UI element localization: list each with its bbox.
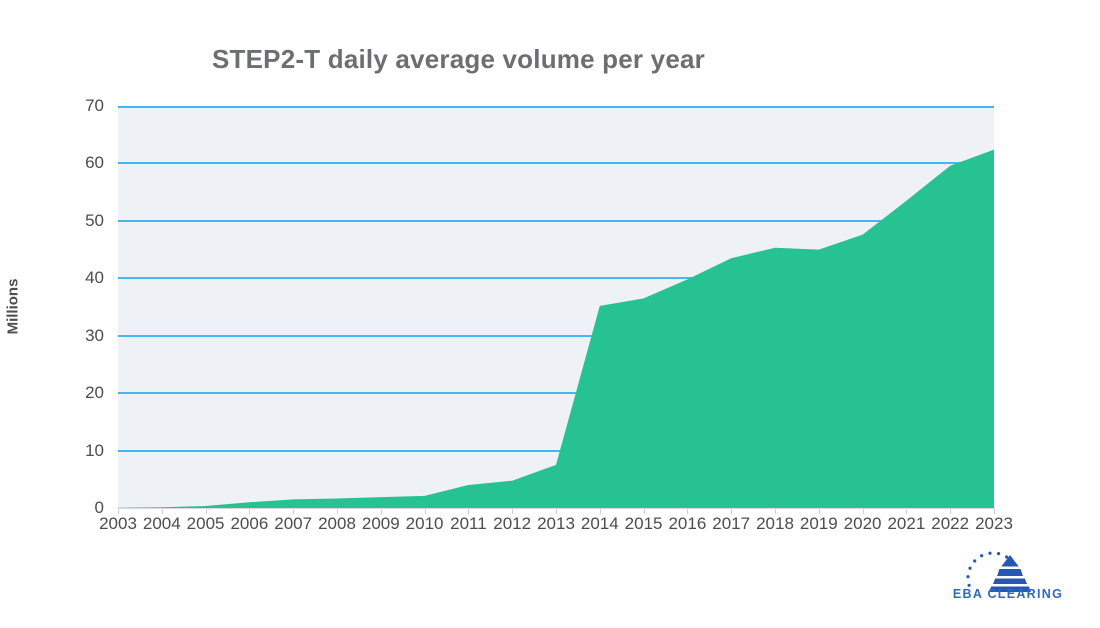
y-axis-title: Millions bbox=[4, 278, 22, 335]
x-tick-mark-2005 bbox=[205, 509, 207, 514]
x-tick-label-2010: 2010 bbox=[405, 514, 444, 533]
x-tick-mark-2008 bbox=[337, 509, 338, 514]
gridline-20 bbox=[118, 392, 994, 395]
y-tick-label-70: 70 bbox=[85, 96, 104, 115]
x-tick-mark-2006 bbox=[249, 509, 251, 514]
x-tick-mark-2022 bbox=[950, 509, 952, 514]
x-tick-mark-2011 bbox=[468, 509, 470, 514]
gridline-70 bbox=[118, 106, 994, 108]
x-tick-label-2004: 2004 bbox=[142, 514, 181, 533]
y-tick-label-50: 50 bbox=[85, 210, 104, 230]
x-tick-mark-2007 bbox=[293, 509, 295, 514]
y-tick-label-60: 60 bbox=[85, 153, 104, 173]
x-tick-label-2021: 2021 bbox=[887, 514, 926, 533]
x-tick-mark-2020 bbox=[862, 509, 864, 514]
x-tick-label-2006: 2006 bbox=[230, 514, 269, 533]
x-tick-mark-2017 bbox=[731, 509, 733, 514]
eba-clearing-wordmark: EBA CLEARING bbox=[952, 587, 1064, 601]
area-series bbox=[118, 149, 994, 508]
x-tick-label-2023: 2023 bbox=[975, 514, 1013, 533]
plot-area bbox=[118, 106, 994, 508]
x-tick-label-2016: 2016 bbox=[668, 514, 707, 533]
x-tick-label-2003: 2003 bbox=[99, 514, 137, 533]
x-tick-label-2015: 2015 bbox=[624, 514, 663, 533]
x-tick-label-2013: 2013 bbox=[537, 514, 575, 533]
y-tick-label-40: 40 bbox=[85, 268, 104, 288]
x-tick-mark-2004 bbox=[161, 509, 163, 514]
gridline-60 bbox=[118, 162, 994, 165]
x-tick-mark-2016 bbox=[687, 509, 689, 514]
x-tick-mark-2010 bbox=[424, 509, 426, 514]
x-tick-mark-2023 bbox=[994, 509, 995, 514]
x-tick-label-2017: 2017 bbox=[712, 514, 751, 533]
x-tick-label-2022: 2022 bbox=[931, 514, 970, 533]
x-tick-label-2020: 2020 bbox=[843, 514, 882, 533]
gridline-50 bbox=[118, 219, 994, 222]
x-tick-mark-2013 bbox=[556, 509, 557, 514]
y-tick-label-0: 0 bbox=[94, 498, 104, 517]
x-tick-label-2005: 2005 bbox=[186, 514, 225, 533]
x-tick-label-2009: 2009 bbox=[361, 514, 400, 533]
x-tick-mark-2014 bbox=[599, 509, 601, 514]
x-tick-label-2008: 2008 bbox=[318, 514, 356, 533]
x-tick-label-2011: 2011 bbox=[450, 514, 487, 533]
x-tick-label-2012: 2012 bbox=[493, 514, 532, 533]
x-tick-label-2014: 2014 bbox=[580, 514, 619, 533]
x-tick-mark-2009 bbox=[380, 509, 382, 514]
x-tick-label-2018: 2018 bbox=[756, 514, 794, 533]
y-tick-label-30: 30 bbox=[85, 325, 104, 345]
x-tick-mark-2018 bbox=[775, 509, 776, 514]
y-tick-label-10: 10 bbox=[85, 440, 104, 460]
x-tick-mark-2019 bbox=[818, 509, 820, 514]
chart-title: STEP2-T daily average volume per year bbox=[212, 44, 705, 74]
x-tick-label-2019: 2019 bbox=[799, 514, 838, 533]
x-tick-mark-2015 bbox=[643, 509, 645, 514]
eba-clearing-logo: EBA CLEARING bbox=[950, 551, 1066, 607]
eba-clearing-pyramid-icon bbox=[966, 551, 1031, 592]
gridline-30 bbox=[118, 334, 994, 337]
y-tick-label-20: 20 bbox=[85, 383, 104, 403]
area-series-shape bbox=[118, 149, 994, 508]
x-tick-label-2007: 2007 bbox=[274, 514, 313, 533]
x-tick-mark-2012 bbox=[512, 509, 514, 514]
gridline-10 bbox=[118, 449, 994, 452]
x-axis-line bbox=[118, 508, 995, 509]
x-tick-mark-2003 bbox=[118, 509, 119, 514]
gridline-40 bbox=[118, 277, 994, 280]
x-tick-mark-2021 bbox=[906, 509, 908, 514]
